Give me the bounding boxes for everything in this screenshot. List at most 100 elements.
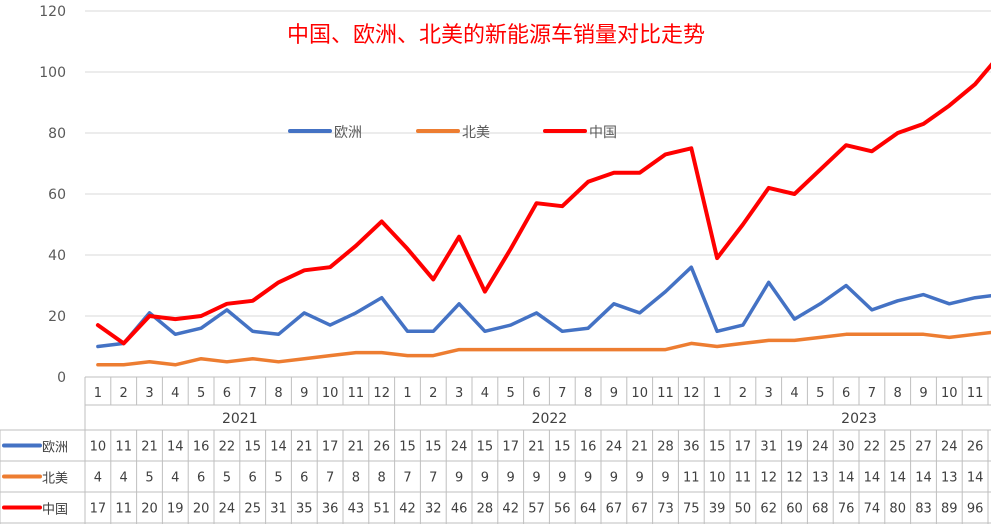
- table-cell: 83: [915, 502, 932, 517]
- table-cell: 16: [580, 440, 597, 455]
- table-cell: 67: [606, 502, 623, 517]
- y-tick-label: 40: [48, 248, 66, 264]
- table-cell: 14: [915, 471, 932, 486]
- table-cell: 9: [455, 471, 463, 486]
- table-cell: 5: [145, 471, 153, 486]
- y-tick-label: 100: [39, 65, 66, 81]
- table-cell: 36: [322, 502, 339, 517]
- x-tick-label: 9: [610, 386, 618, 401]
- table-cell: 9: [507, 471, 515, 486]
- table-cell: 24: [941, 440, 958, 455]
- table-cell: 5: [274, 471, 282, 486]
- x-tick-label: 7: [868, 386, 876, 401]
- table-cell: 5: [223, 471, 231, 486]
- table-cell: 39: [709, 502, 726, 517]
- year-label: 2023: [841, 411, 877, 427]
- x-tick-label: 4: [171, 386, 179, 401]
- x-tick-label: 10: [631, 386, 648, 401]
- table-cell: 8: [378, 471, 386, 486]
- table-cell: 67: [631, 502, 648, 517]
- x-tick-label: 12: [683, 386, 700, 401]
- table-cell: 35: [296, 502, 313, 517]
- year-label: 2022: [532, 411, 568, 427]
- table-cell: 31: [270, 502, 287, 517]
- legend-label: 中国: [589, 125, 617, 141]
- x-tick-label: 2: [739, 386, 747, 401]
- table-cell: 14: [270, 440, 287, 455]
- table-series-name: 北美: [42, 472, 68, 487]
- y-tick-label: 60: [48, 187, 66, 203]
- table-cell: 11: [735, 471, 752, 486]
- table-cell: 22: [864, 440, 881, 455]
- series-line: [96, 265, 991, 349]
- table-cell: 9: [610, 471, 618, 486]
- table-cell: 24: [812, 440, 829, 455]
- y-axis: 0 20 40 60 80 100 120: [39, 4, 66, 386]
- table-cell: 17: [322, 440, 339, 455]
- table-cell: 9: [532, 471, 540, 486]
- x-tick-label: 7: [249, 386, 257, 401]
- table-cell: 21: [141, 440, 158, 455]
- table-series-name: 中国: [42, 503, 68, 518]
- table-cell: 19: [786, 440, 803, 455]
- table-cell: 21: [348, 440, 365, 455]
- x-tick-label: 1: [94, 386, 102, 401]
- x-tick-label: 6: [532, 386, 540, 401]
- table-cell: 14: [838, 471, 855, 486]
- table-cell: 26: [967, 440, 984, 455]
- legend-label: 欧洲: [334, 125, 362, 141]
- table-cell: 12: [760, 471, 777, 486]
- x-tick-label: 4: [481, 386, 489, 401]
- table-cell: 25: [244, 502, 261, 517]
- x-tick-label: 10: [322, 386, 339, 401]
- gridlines: [85, 10, 991, 378]
- table-cell: 17: [502, 440, 519, 455]
- x-tick-label: 2: [120, 386, 128, 401]
- table-cell: 89: [941, 502, 958, 517]
- table-cell: 64: [580, 502, 597, 517]
- x-tick-label: 1: [713, 386, 721, 401]
- chart-title: 中国、欧洲、北美的新能源车销量对比走势: [287, 23, 705, 48]
- table-cell: 7: [403, 471, 411, 486]
- table-cell: 20: [141, 502, 158, 517]
- table-cell: 20: [193, 502, 210, 517]
- table-cell: 9: [558, 471, 566, 486]
- table-cell: 28: [657, 440, 674, 455]
- table-cell: 9: [661, 471, 669, 486]
- x-tick-label: 8: [894, 386, 902, 401]
- table-cell: 13: [941, 471, 958, 486]
- table-cell: 9: [481, 471, 489, 486]
- table-cell: 14: [864, 471, 881, 486]
- x-tick-label: 11: [967, 386, 984, 401]
- x-tick-label: 3: [455, 386, 463, 401]
- table-cell: 57: [528, 502, 545, 517]
- table-cell: 15: [244, 440, 261, 455]
- x-tick-label: 1: [403, 386, 411, 401]
- x-tick-label: 7: [558, 386, 566, 401]
- table-cell: 17: [90, 502, 107, 517]
- series-lines: [95, 62, 991, 367]
- table-cell: 11: [115, 502, 132, 517]
- table-cell: 75: [683, 502, 700, 517]
- series-line: [96, 330, 991, 367]
- table-cell: 24: [606, 440, 623, 455]
- table-cell: 4: [120, 471, 128, 486]
- table-cell: 13: [812, 471, 829, 486]
- x-tick-label: 3: [765, 386, 773, 401]
- table-cell: 15: [399, 440, 416, 455]
- table-cell: 68: [812, 502, 829, 517]
- x-tick-label: 4: [790, 386, 798, 401]
- table-cell: 7: [429, 471, 437, 486]
- table-cell: 76: [838, 502, 855, 517]
- table-cell: 42: [502, 502, 519, 517]
- legend: 欧洲 北美 中国: [288, 125, 617, 141]
- y-tick-label: 120: [39, 4, 66, 20]
- table-cell: 24: [451, 440, 468, 455]
- y-tick-label: 20: [48, 309, 66, 325]
- table-cell: 21: [528, 440, 545, 455]
- table-cell: 17: [735, 440, 752, 455]
- x-tick-label: 3: [145, 386, 153, 401]
- table-cell: 27: [915, 440, 932, 455]
